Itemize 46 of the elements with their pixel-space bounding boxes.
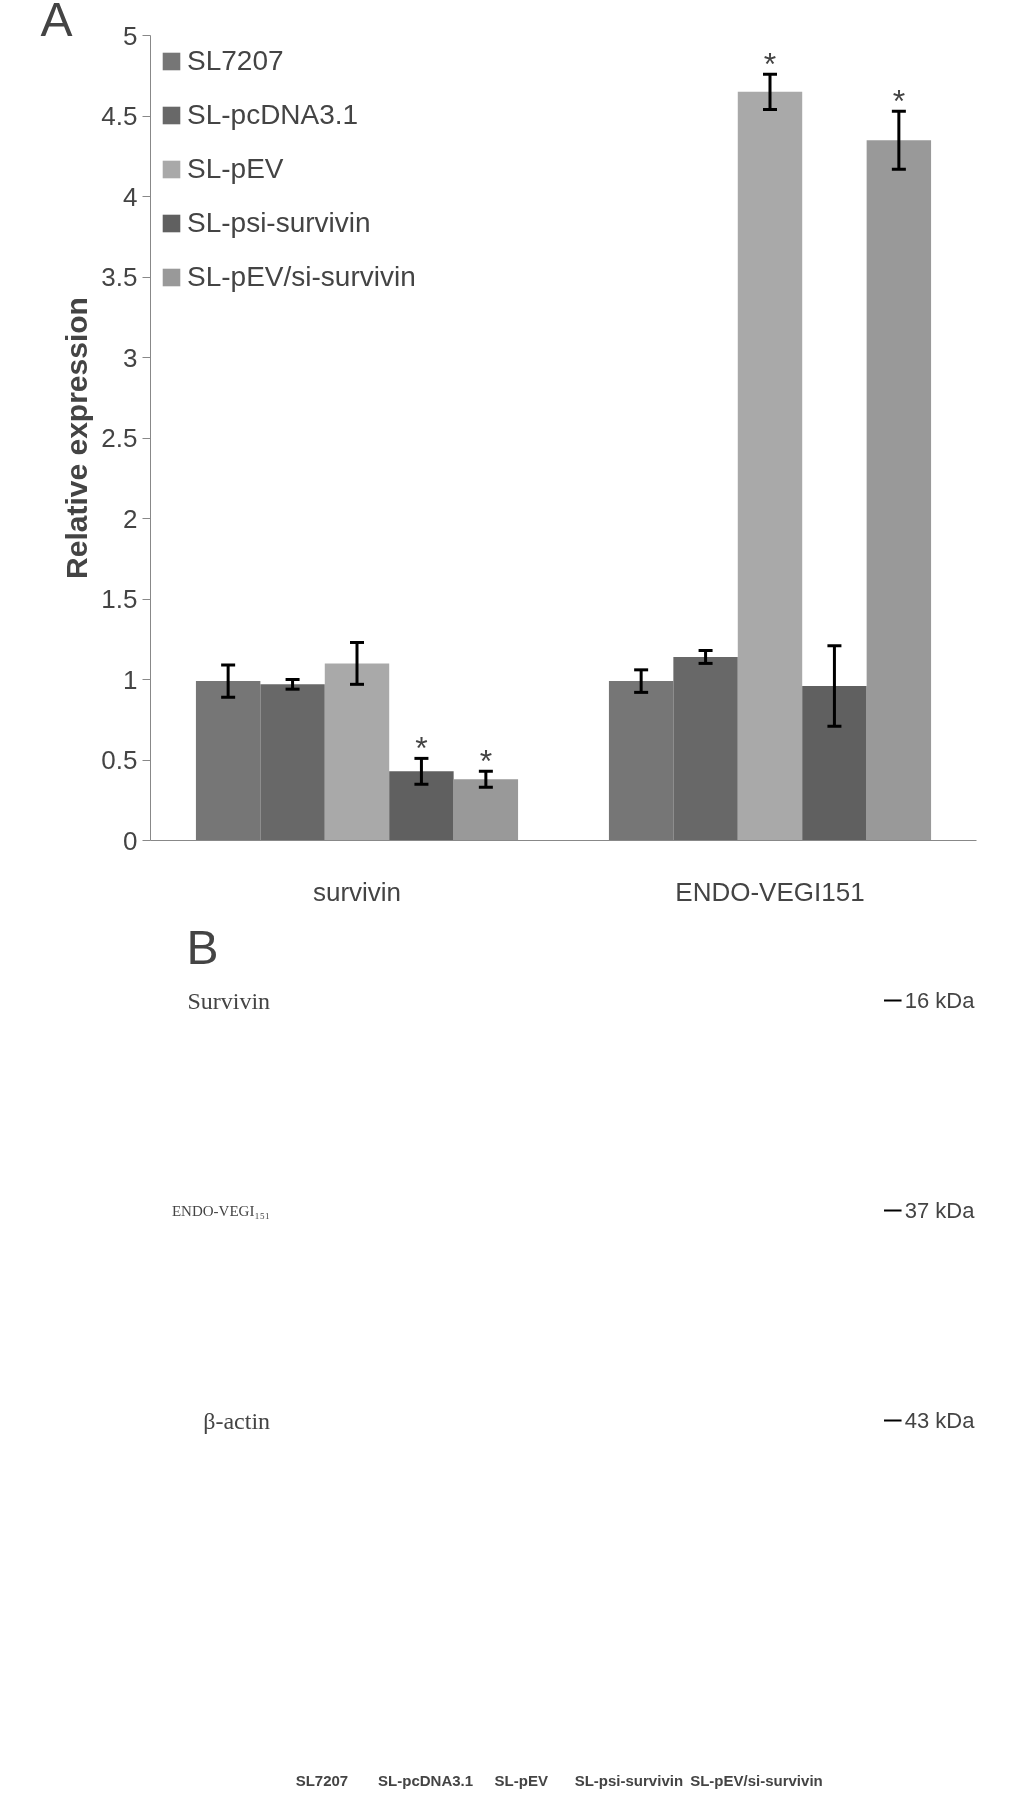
text: 16 kDa: [904, 988, 976, 1013]
x-tick-label: ENDO-VEGI151: [675, 876, 865, 907]
y-tick-label: 0.5: [101, 745, 138, 775]
legend-label: SL-pEV/si-survivin: [187, 261, 416, 293]
text: A: [40, 0, 73, 46]
text: SL-pcDNA3.1: [378, 1772, 474, 1789]
text: SL-psi-survivin: [574, 1772, 684, 1789]
text: ENDO-VEGI₁₅₁: [171, 1202, 271, 1219]
annotation: *: [479, 743, 493, 780]
bar: [453, 779, 519, 841]
annotation: *: [892, 83, 906, 120]
text: SL-pEV: [494, 1772, 548, 1789]
y-tick-label: 1.5: [101, 584, 138, 614]
y-tick-label: 5: [123, 20, 138, 51]
y-tick-label: 2.5: [101, 423, 138, 453]
y-tick-label: 0: [123, 825, 138, 856]
bar: [673, 656, 738, 841]
legend-label: SL-pcDNA3.1: [187, 99, 359, 131]
text: SL7207: [295, 1772, 349, 1789]
y-tick-label: 3.5: [101, 262, 138, 292]
legend-label: SL-pEV: [187, 153, 284, 185]
text: β-actin: [203, 1407, 271, 1434]
x-tick-label: survivin: [312, 876, 402, 907]
y-tick-label: 1: [123, 664, 138, 695]
bar: [866, 140, 932, 841]
legend-label: SL7207: [187, 45, 284, 77]
bar: [389, 771, 454, 841]
bar: [608, 681, 674, 841]
text: 43 kDa: [904, 1408, 976, 1433]
text: Survivin: [187, 987, 271, 1014]
text: B: [186, 920, 219, 974]
bar: [737, 91, 803, 841]
text: 37 kDa: [904, 1198, 976, 1223]
y-tick-label: 2: [123, 503, 138, 534]
y-tick-label: 4.5: [101, 101, 138, 131]
y-tick-label: 4: [123, 181, 138, 212]
bar: [195, 681, 261, 841]
y-axis-title: Relative expression: [60, 297, 94, 579]
text: SL-pEV/si-survivin: [690, 1772, 823, 1789]
annotation: *: [415, 730, 428, 767]
annotation: *: [763, 46, 777, 83]
bar: [260, 684, 325, 841]
y-tick-label: 3: [123, 342, 138, 373]
bar: [802, 685, 867, 841]
bar: [324, 663, 390, 841]
legend-label: SL-psi-survivin: [187, 207, 371, 239]
